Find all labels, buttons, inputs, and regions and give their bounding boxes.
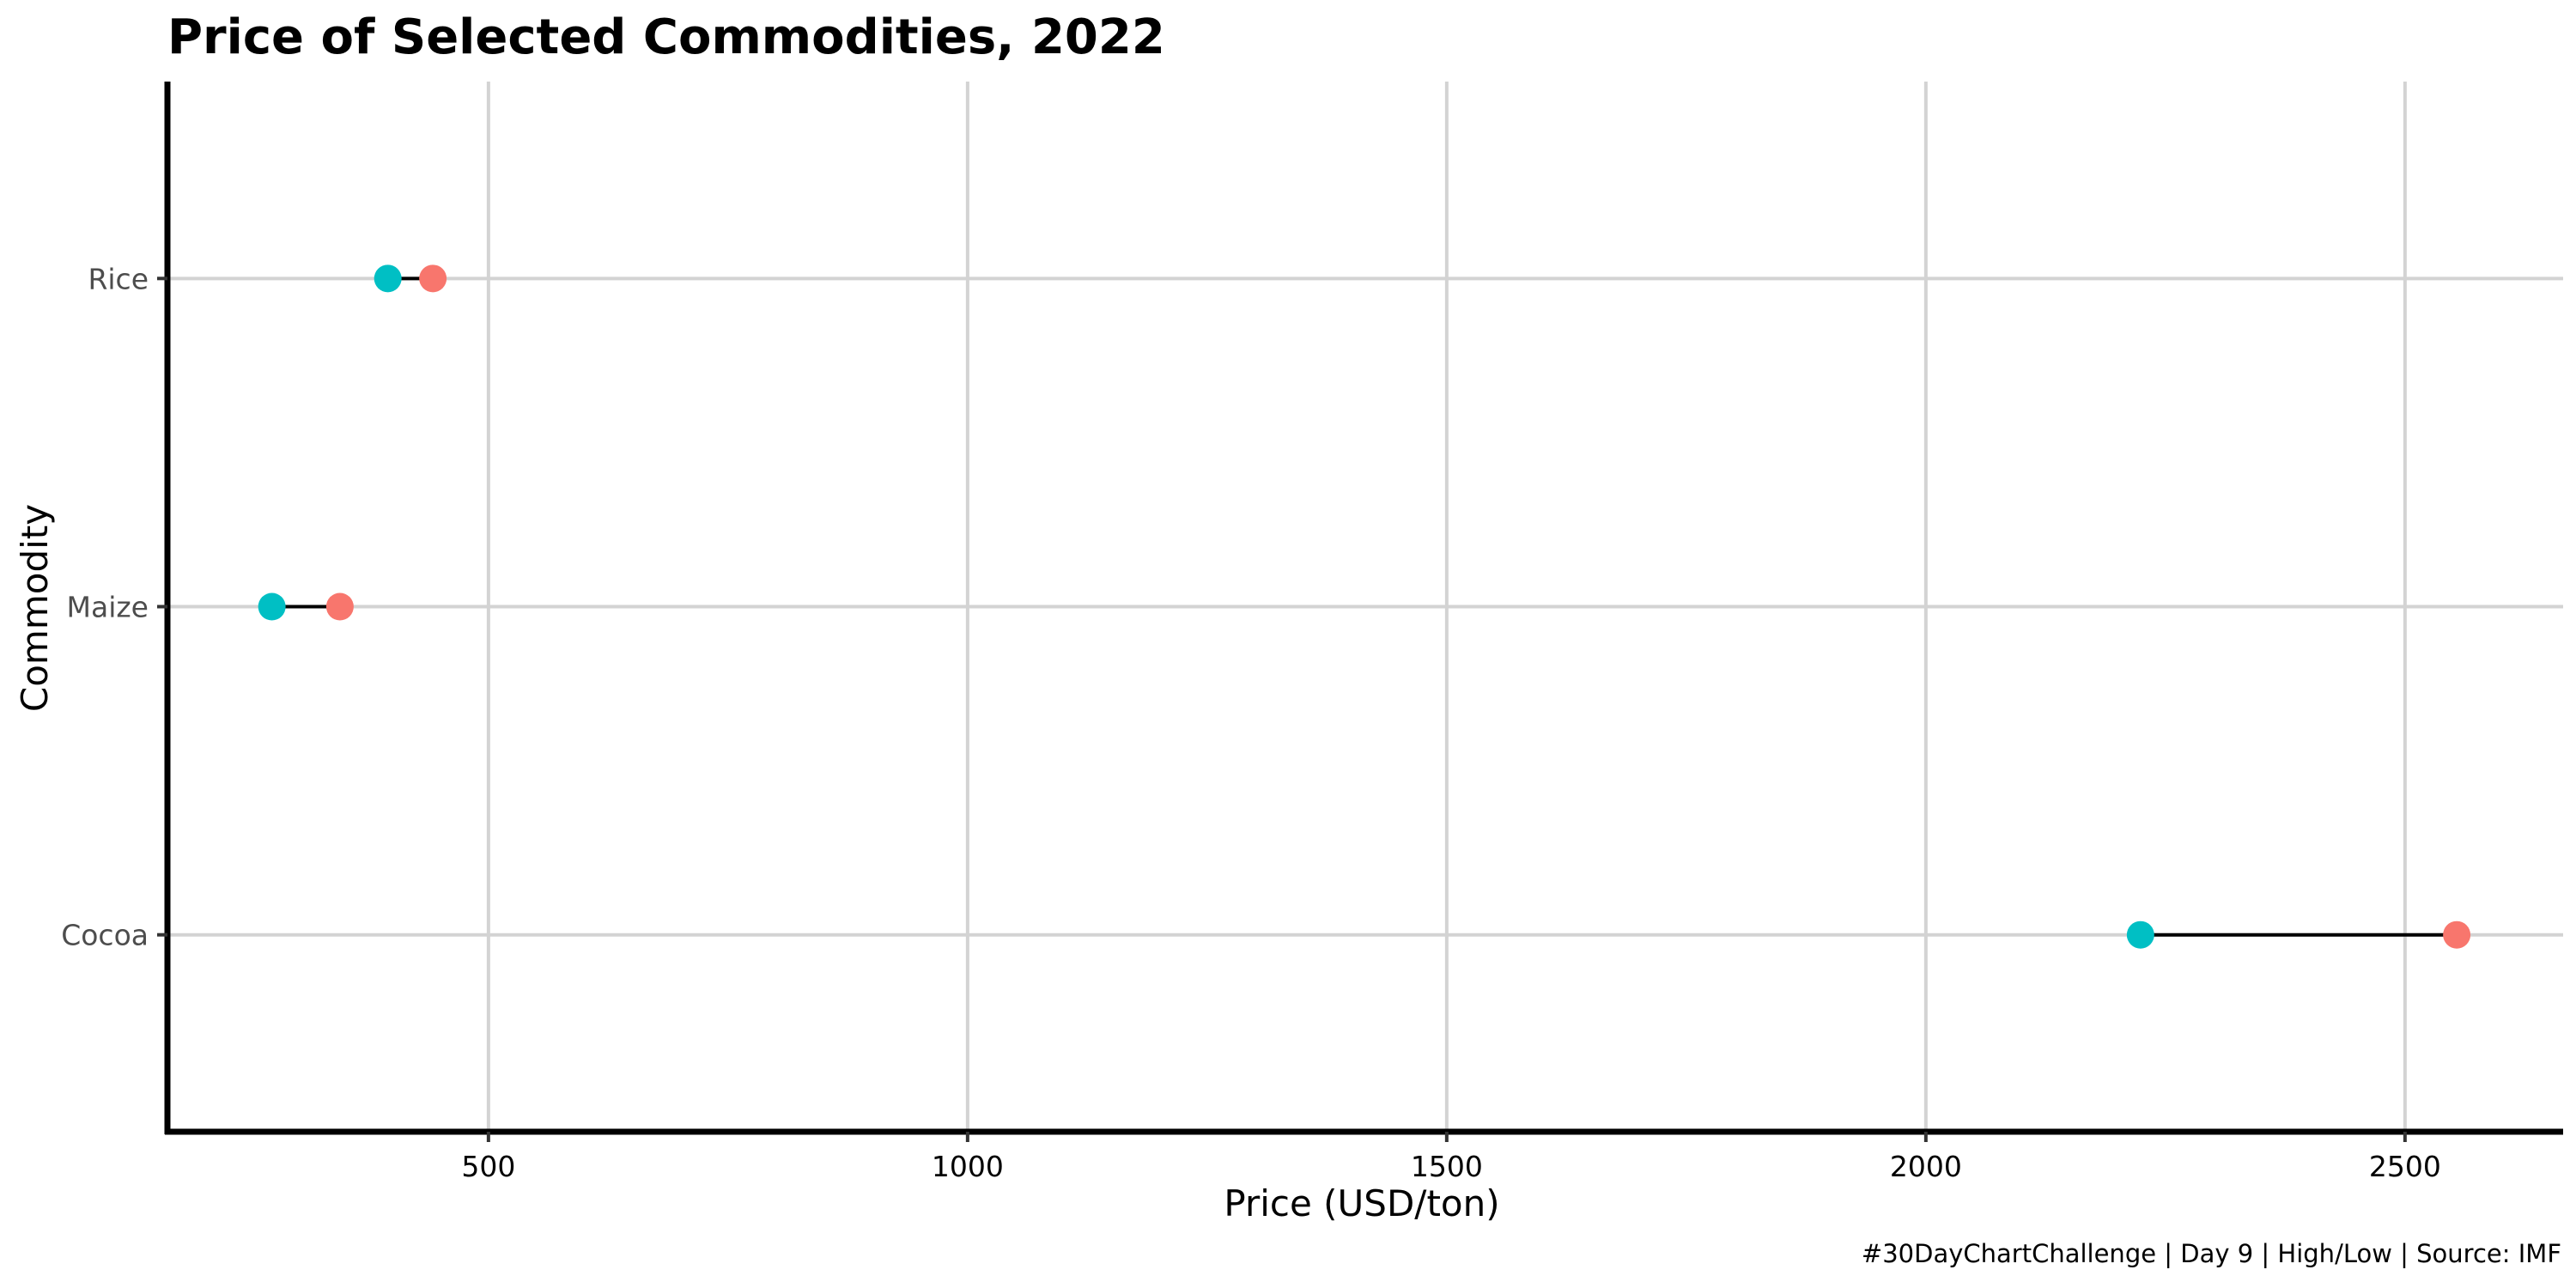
- point-high-rice: [419, 264, 447, 293]
- y-tick-label-cocoa: Cocoa: [61, 919, 149, 952]
- x-tick-label: 500: [461, 1150, 515, 1183]
- x-tick-labels: 500 1000 1500 2000 2500: [461, 1150, 2440, 1183]
- x-tick-label: 2500: [2369, 1150, 2441, 1183]
- point-low-cocoa: [2126, 920, 2154, 949]
- x-axis-title: Price (USD/ton): [1224, 1182, 1499, 1224]
- chart-title: Price of Selected Commodities, 2022: [167, 9, 1165, 65]
- axes: [157, 82, 2563, 1142]
- x-tick-label: 2000: [1890, 1150, 1962, 1183]
- data-points: [258, 264, 2471, 949]
- x-tick-label: 1500: [1411, 1150, 1483, 1183]
- point-low-maize: [258, 592, 286, 621]
- gridlines: [167, 82, 2563, 1132]
- chart-caption: #30DayChartChallenge | Day 9 | High/Low …: [1862, 1239, 2561, 1268]
- x-tick-label: 1000: [932, 1150, 1004, 1183]
- y-axis-title: Commodity: [14, 504, 56, 712]
- y-tick-labels: Rice Maize Cocoa: [61, 262, 149, 951]
- point-high-cocoa: [2443, 920, 2471, 949]
- point-high-maize: [325, 592, 354, 621]
- y-tick-label-maize: Maize: [67, 591, 149, 624]
- point-low-rice: [374, 264, 402, 293]
- y-tick-label-rice: Rice: [88, 262, 149, 295]
